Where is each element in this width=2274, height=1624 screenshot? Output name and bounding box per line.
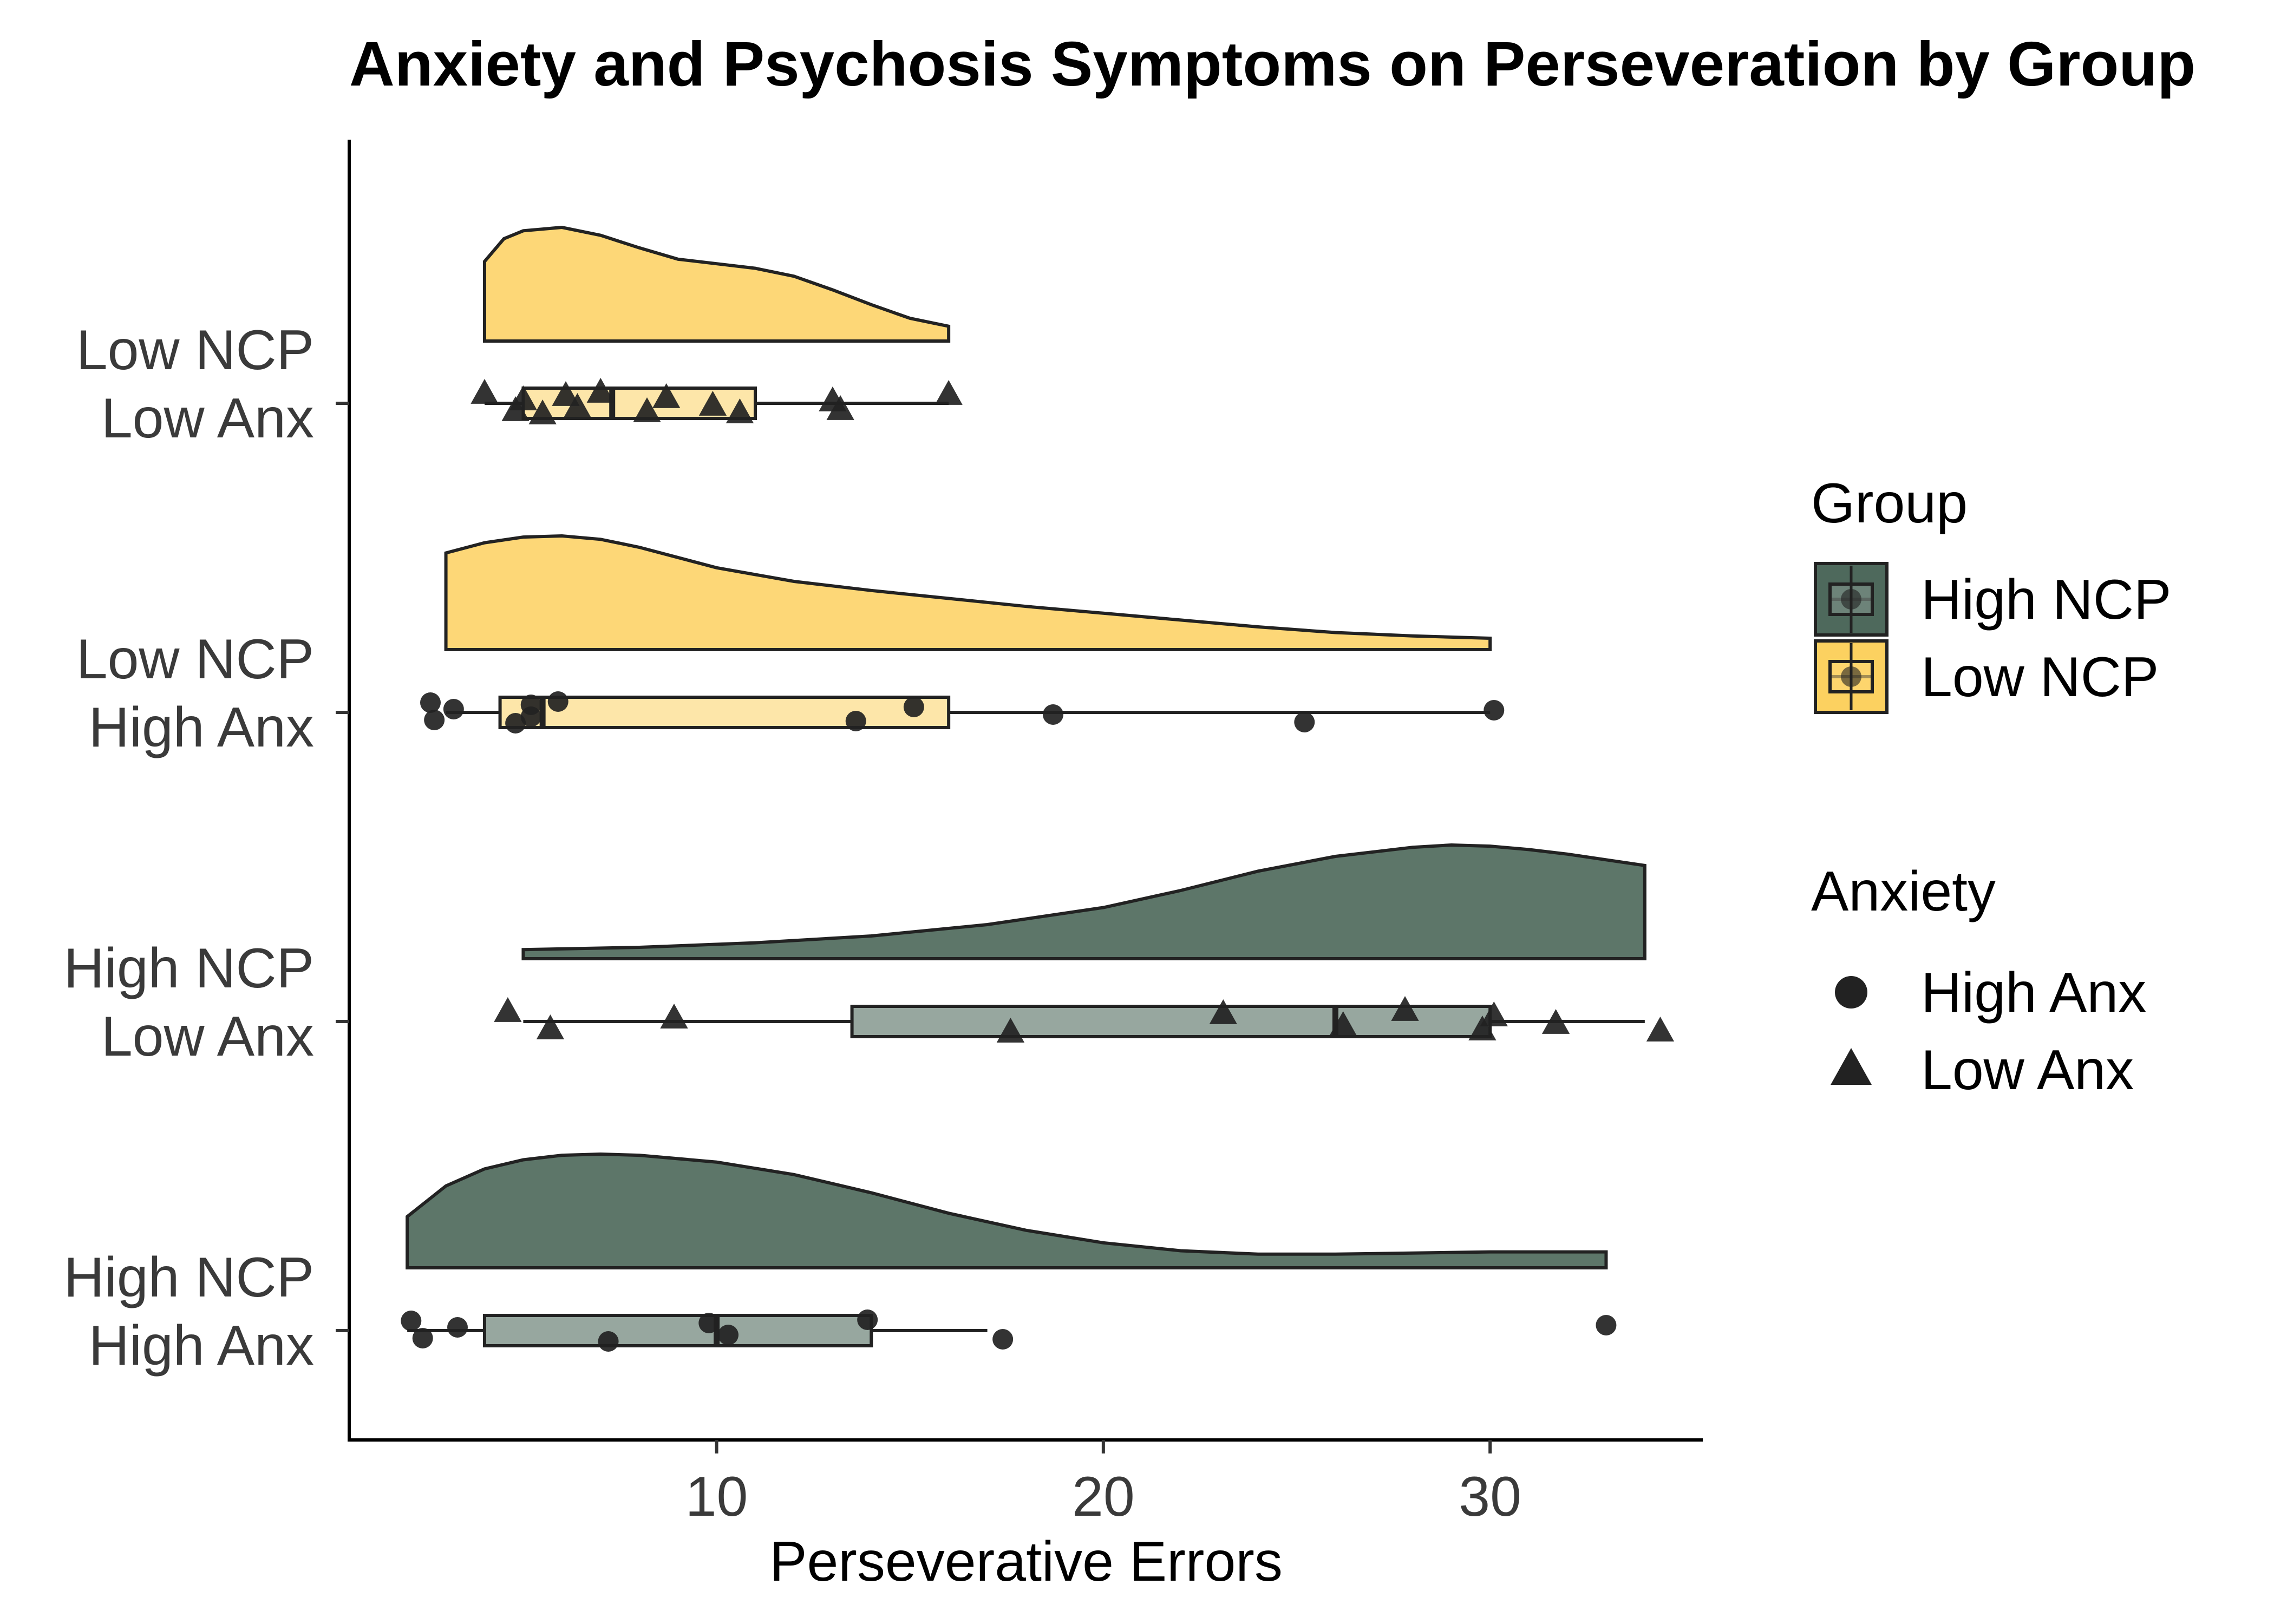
data-point [1541, 1009, 1570, 1034]
data-point [857, 1309, 878, 1330]
y-tick-label: High NCP [64, 937, 314, 1000]
legend-triangle-marker [1831, 1048, 1872, 1085]
data-point [845, 711, 866, 731]
data-point [1468, 1016, 1497, 1040]
data-point [698, 391, 727, 416]
category-3 [401, 1152, 1617, 1352]
data-point [1329, 1011, 1357, 1036]
data-point [494, 997, 522, 1022]
data-point [1484, 700, 1505, 721]
data-point [718, 1325, 739, 1345]
data-point [1596, 1315, 1617, 1335]
chart-title: Anxiety and Psychosis Symptoms on Persev… [349, 29, 2195, 99]
legend-key-group [1814, 562, 1889, 637]
category-2 [494, 843, 1675, 1043]
data-point [1480, 1001, 1508, 1026]
y-tick-label: Low NCP [76, 319, 314, 382]
y-tick-label: High Anx [89, 696, 314, 759]
data-point [726, 398, 754, 423]
density-cloud [406, 1152, 1608, 1269]
density-cloud [444, 534, 1492, 651]
data-point [598, 1331, 619, 1352]
data-point [401, 1311, 422, 1331]
data-point [552, 381, 580, 406]
plot-area [401, 225, 1675, 1352]
data-point [1294, 712, 1315, 732]
data-point [903, 697, 924, 717]
data-point [996, 1018, 1025, 1043]
legend: Group High NCP Low NCP Anxiety High Anx Low A… [1811, 472, 2171, 1102]
x-tick-label: 20 [1072, 1465, 1135, 1528]
legend-label: Low Anx [1921, 1039, 2134, 1102]
box [850, 1005, 1492, 1038]
legend-label: Low NCP [1921, 646, 2159, 709]
data-point [563, 393, 592, 418]
data-point [1043, 704, 1063, 725]
y-tick-label: Low Anx [101, 1005, 314, 1068]
data-point [826, 395, 854, 420]
data-point [992, 1329, 1014, 1350]
legend-key-group [1814, 639, 1889, 714]
data-point [509, 385, 538, 410]
density-cloud [483, 225, 951, 343]
category-0 [471, 225, 963, 424]
data-point [447, 1317, 468, 1338]
box [498, 696, 951, 729]
category-1 [420, 534, 1505, 734]
data-point [424, 710, 445, 730]
y-tick-label: High Anx [89, 1314, 314, 1377]
data-point [698, 1313, 720, 1333]
x-axis-ticks: 10 20 30 [685, 1440, 1521, 1528]
data-point [528, 400, 557, 424]
data-point [471, 379, 499, 404]
data-point [1646, 1017, 1675, 1042]
legend-label: High NCP [1921, 568, 2171, 631]
box [483, 1314, 873, 1347]
data-point [536, 1014, 565, 1039]
x-axis-title: Perseverative Errors [769, 1530, 1283, 1593]
data-point [547, 691, 568, 712]
data-point [412, 1328, 433, 1348]
y-tick-label: High NCP [64, 1246, 314, 1309]
legend-circle-marker [1835, 976, 1867, 1009]
data-point [1209, 999, 1237, 1024]
legend-title-anxiety: Anxiety [1811, 860, 1996, 923]
legend-title-group: Group [1811, 472, 1968, 535]
x-tick-label: 10 [685, 1465, 748, 1528]
legend-label: High Anx [1921, 961, 2146, 1024]
data-point [1391, 996, 1419, 1021]
data-point [935, 380, 963, 405]
x-tick-label: 30 [1459, 1465, 1521, 1528]
data-point [505, 713, 526, 734]
data-point [443, 699, 464, 719]
data-point [520, 706, 541, 727]
data-point [586, 378, 615, 403]
y-tick-label: Low NCP [76, 628, 314, 691]
data-point [420, 692, 441, 713]
data-point [652, 383, 681, 408]
y-tick-label: Low Anx [101, 387, 314, 450]
density-cloud [521, 843, 1646, 960]
data-point [633, 397, 661, 422]
data-point [660, 1004, 688, 1029]
